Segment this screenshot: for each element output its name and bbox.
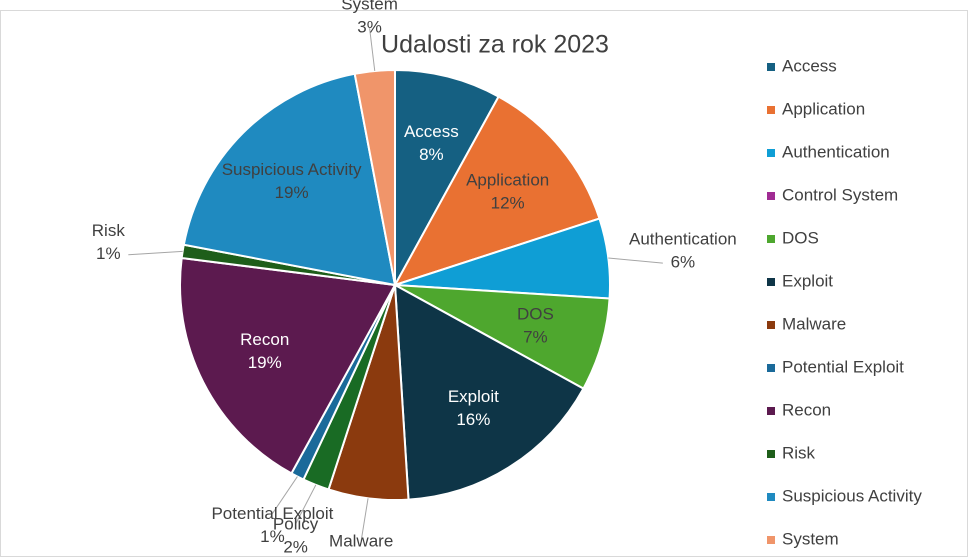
legend-swatch [767, 149, 775, 157]
slice-label-value: 6% [349, 554, 374, 557]
legend-label: Risk [782, 443, 816, 462]
slice-label-value: 8% [419, 145, 444, 164]
slice-label-value: 3% [357, 18, 382, 37]
legend-swatch [767, 63, 775, 71]
legend-swatch [767, 192, 775, 200]
slice-label-name: System [341, 0, 398, 14]
legend-swatch [767, 321, 775, 329]
legend-label: DOS [782, 228, 819, 247]
leader-line [295, 484, 317, 525]
slice-label-name: Policy [273, 515, 319, 534]
pie-slice [392, 95, 601, 287]
legend-label: Access [782, 56, 837, 75]
legend-swatch [767, 450, 775, 458]
legend-swatch [767, 106, 775, 114]
leader-line [360, 498, 369, 541]
slice-label-name: Exploit [448, 387, 499, 406]
slice-label-value: 16% [456, 410, 490, 429]
slice-label-name: Recon [240, 330, 289, 349]
slice-label-value: 1% [260, 527, 285, 546]
slice-label-name: Application [466, 170, 549, 189]
leader-line [608, 257, 663, 264]
slice-label-name: Malware [329, 531, 393, 550]
slice-label-name: Authentication [629, 230, 737, 249]
leader-line [272, 476, 298, 514]
legend-swatch [767, 364, 775, 372]
legend-label: System [782, 529, 839, 548]
pie-slice [179, 256, 397, 475]
slice-label-name: Risk [92, 221, 126, 240]
slice-label-value: 1% [96, 244, 121, 263]
legend-swatch [767, 493, 775, 501]
pie-slice [393, 283, 585, 501]
slice-label-name: Access [404, 122, 459, 141]
legend-label: Malware [782, 314, 846, 333]
legend-swatch [767, 536, 775, 544]
legend-label: Exploit [782, 271, 833, 290]
legend-swatch [767, 278, 775, 286]
legend-swatch [767, 407, 775, 415]
pie-slice [394, 68, 500, 286]
legend-swatch [767, 235, 775, 243]
slice-label-name: DOS [517, 304, 554, 323]
chart-title: Udalosti za rok 2023 [381, 31, 609, 59]
slice-label-name: Suspicious Activity [222, 160, 362, 179]
slice-label-value: 6% [671, 253, 696, 272]
legend-label: Recon [782, 400, 831, 419]
slice-label-value: 19% [248, 353, 282, 372]
legend-label: Suspicious Activity [782, 486, 922, 505]
slice-label-name: Potential Exploit [211, 504, 333, 523]
leader-line [128, 250, 183, 256]
slice-label-value: 19% [275, 183, 309, 202]
slice-label-value: 2% [283, 538, 308, 557]
leader-line [369, 28, 376, 72]
legend-label: Authentication [782, 142, 890, 161]
slice-label-value: 7% [523, 327, 548, 346]
legend-label: Potential Exploit [782, 357, 904, 376]
legend-label: Application [782, 99, 865, 118]
legend-label: Control System [782, 185, 898, 204]
pie-slice [182, 72, 397, 287]
slice-label-value: 12% [491, 193, 525, 212]
